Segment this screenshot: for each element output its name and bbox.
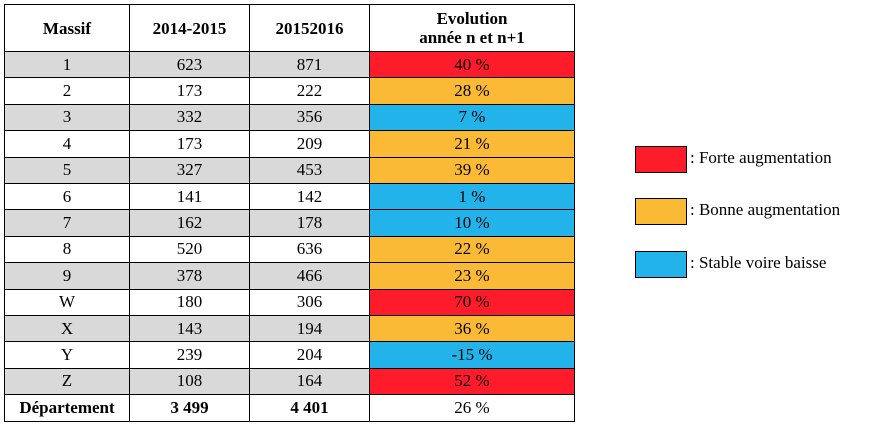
cell-2014-2015: 332 bbox=[129, 103, 250, 132]
table-row: 9 378 466 23 % bbox=[4, 262, 575, 290]
legend-label: : Forte augmentation bbox=[690, 148, 832, 167]
total-2014-2015: 3 499 bbox=[129, 394, 250, 423]
cell-evolution: 70 % bbox=[369, 288, 575, 316]
table-row: W 180 306 70 % bbox=[4, 288, 575, 316]
cell-massif: X bbox=[4, 314, 130, 343]
cell-massif: W bbox=[4, 288, 130, 316]
cell-20152016: 164 bbox=[249, 367, 370, 396]
cell-20152016: 209 bbox=[249, 130, 370, 158]
header-2014-2015: 2014-2015 bbox=[129, 4, 250, 52]
table-row: 6 141 142 1 % bbox=[4, 182, 575, 211]
cell-massif: 9 bbox=[4, 262, 130, 290]
cell-20152016: 466 bbox=[249, 262, 370, 290]
table-row: Y 239 204 -15 % bbox=[4, 341, 575, 369]
cell-2014-2015: 378 bbox=[129, 262, 250, 290]
header-evolution-line2: année n et n+1 bbox=[419, 28, 525, 47]
cell-evolution: 36 % bbox=[369, 314, 575, 343]
cell-massif: 4 bbox=[4, 130, 130, 158]
legend-swatch-stable bbox=[635, 251, 687, 278]
cell-20152016: 356 bbox=[249, 103, 370, 132]
table-row: 5 327 453 39 % bbox=[4, 156, 575, 184]
total-evolution: 26 % bbox=[369, 394, 575, 423]
table-row: 1 623 871 40 % bbox=[4, 50, 575, 79]
cell-20152016: 178 bbox=[249, 209, 370, 237]
cell-evolution: 23 % bbox=[369, 262, 575, 290]
table-row: 7 162 178 10 % bbox=[4, 209, 575, 237]
cell-2014-2015: 162 bbox=[129, 209, 250, 237]
cell-2014-2015: 108 bbox=[129, 367, 250, 396]
legend-swatch-bonne bbox=[635, 198, 687, 225]
cell-massif: 6 bbox=[4, 182, 130, 211]
legend-label: : Bonne augmentation bbox=[690, 200, 841, 219]
cell-massif: 1 bbox=[4, 50, 130, 79]
cell-2014-2015: 173 bbox=[129, 130, 250, 158]
cell-2014-2015: 173 bbox=[129, 77, 250, 105]
cell-evolution: 21 % bbox=[369, 130, 575, 158]
cell-evolution: 28 % bbox=[369, 77, 575, 105]
header-evolution-line1: Evolution bbox=[436, 9, 508, 28]
total-label: Département bbox=[4, 394, 130, 423]
cell-20152016: 306 bbox=[249, 288, 370, 316]
cell-2014-2015: 180 bbox=[129, 288, 250, 316]
cell-evolution: 52 % bbox=[369, 367, 575, 396]
table-row: X 143 194 36 % bbox=[4, 314, 575, 343]
cell-2014-2015: 141 bbox=[129, 182, 250, 211]
cell-20152016: 453 bbox=[249, 156, 370, 184]
cell-evolution: 1 % bbox=[369, 182, 575, 211]
cell-20152016: 636 bbox=[249, 235, 370, 264]
cell-20152016: 142 bbox=[249, 182, 370, 211]
evolution-table: Massif 2014-2015 20152016 Evolution anné… bbox=[4, 4, 575, 423]
table-row: 2 173 222 28 % bbox=[4, 77, 575, 105]
table-row: 3 332 356 7 % bbox=[4, 103, 575, 132]
legend-swatch-forte bbox=[635, 146, 687, 173]
table-row: 8 520 636 22 % bbox=[4, 235, 575, 264]
cell-evolution: 7 % bbox=[369, 103, 575, 132]
cell-massif: 5 bbox=[4, 156, 130, 184]
cell-2014-2015: 520 bbox=[129, 235, 250, 264]
cell-2014-2015: 239 bbox=[129, 341, 250, 369]
cell-20152016: 222 bbox=[249, 77, 370, 105]
cell-20152016: 204 bbox=[249, 341, 370, 369]
cell-2014-2015: 623 bbox=[129, 50, 250, 79]
table-row: 4 173 209 21 % bbox=[4, 130, 575, 158]
legend-label: : Stable voire baisse bbox=[690, 253, 827, 272]
cell-massif: 7 bbox=[4, 209, 130, 237]
cell-evolution: 22 % bbox=[369, 235, 575, 264]
cell-massif: 3 bbox=[4, 103, 130, 132]
cell-massif: Y bbox=[4, 341, 130, 369]
header-row: Massif 2014-2015 20152016 Evolution anné… bbox=[4, 4, 575, 52]
cell-evolution: 40 % bbox=[369, 50, 575, 79]
cell-2014-2015: 327 bbox=[129, 156, 250, 184]
table-body: 1 623 871 40 % 2 173 222 28 % 3 332 356 7 % 4 173 209 2… bbox=[4, 50, 575, 423]
header-evolution: Evolution année n et n+1 bbox=[369, 4, 575, 52]
header-20152016: 20152016 bbox=[249, 4, 370, 52]
cell-evolution: 10 % bbox=[369, 209, 575, 237]
table-row: Z 108 164 52 % bbox=[4, 367, 575, 396]
cell-massif: 2 bbox=[4, 77, 130, 105]
header-massif: Massif bbox=[4, 4, 130, 52]
total-20152016: 4 401 bbox=[249, 394, 370, 423]
cell-evolution: -15 % bbox=[369, 341, 575, 369]
cell-20152016: 871 bbox=[249, 50, 370, 79]
cell-massif: Z bbox=[4, 367, 130, 396]
cell-20152016: 194 bbox=[249, 314, 370, 343]
cell-massif: 8 bbox=[4, 235, 130, 264]
cell-evolution: 39 % bbox=[369, 156, 575, 184]
total-row: Département 3 499 4 401 26 % bbox=[4, 394, 575, 423]
cell-2014-2015: 143 bbox=[129, 314, 250, 343]
